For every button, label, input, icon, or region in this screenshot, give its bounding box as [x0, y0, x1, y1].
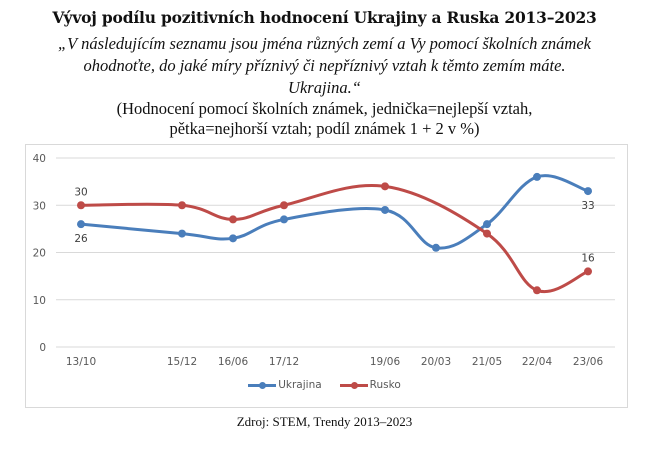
y-tick-label: 10 [33, 295, 46, 307]
x-tick-label: 21/05 [472, 356, 502, 368]
y-tick-label: 30 [33, 200, 46, 212]
data-point-marker[interactable] [280, 201, 288, 210]
legend-label: Rusko [369, 379, 401, 391]
data-point-marker[interactable] [77, 220, 85, 229]
scale-note: (Hodnocení pomocí školních známek, jedni… [0, 99, 649, 139]
data-label: 16 [581, 252, 595, 264]
legend-label: Ukrajina [278, 379, 322, 391]
question-line: Ukrajina.“ [288, 78, 361, 97]
note-line: pětka=nejhorší vztah; podíl známek 1 + 2… [169, 119, 480, 138]
data-point-marker[interactable] [280, 215, 288, 224]
data-point-marker[interactable] [432, 243, 440, 252]
x-tick-label: 22/04 [522, 356, 553, 368]
data-point-marker[interactable] [381, 182, 389, 191]
data-label: 30 [74, 186, 87, 198]
source-note: Zdroj: STEM, Trendy 2013–2023 [236, 414, 413, 429]
y-tick-label: 0 [39, 342, 46, 354]
y-tick-label: 40 [33, 153, 46, 165]
data-point-marker[interactable] [584, 267, 592, 276]
data-point-marker[interactable] [178, 229, 186, 238]
data-label: 33 [581, 200, 594, 212]
data-point-marker[interactable] [229, 215, 237, 224]
chart-title: Vývoj podílu pozitivních hodnocení Ukraj… [52, 8, 597, 27]
y-tick-label: 20 [33, 248, 46, 260]
data-point-marker[interactable] [381, 205, 389, 214]
line-marker-icon [248, 380, 277, 390]
line-marker-icon [339, 380, 368, 390]
data-point-marker[interactable] [584, 187, 592, 196]
series-line-ukrajina [79, 174, 590, 250]
x-tick-label: 15/12 [167, 356, 197, 368]
x-tick-label: 19/06 [370, 356, 401, 368]
data-point-marker[interactable] [483, 229, 491, 238]
question-line: ohodnoťte, do jaké míry příznivý či nepř… [83, 56, 566, 75]
data-point-marker[interactable] [533, 172, 541, 181]
data-point-marker[interactable] [533, 286, 541, 295]
chart-legend: Ukrajina Rusko [0, 379, 649, 391]
data-point-marker[interactable] [178, 201, 186, 210]
question-line: „V následujícím seznamu jsou jména různý… [58, 34, 591, 53]
x-tick-label: 23/06 [573, 356, 604, 368]
data-point-marker[interactable] [483, 220, 491, 229]
x-tick-label: 17/12 [269, 356, 299, 368]
legend-item-rusko[interactable]: Rusko [339, 379, 401, 391]
chart-frame [25, 144, 628, 408]
x-tick-label: 16/06 [218, 356, 249, 368]
data-point-marker[interactable] [229, 234, 237, 243]
series-line-rusko [79, 184, 590, 294]
data-point-marker[interactable] [77, 201, 85, 210]
data-label: 26 [74, 233, 88, 245]
survey-question: „V následujícím seznamu jsou jména různý… [0, 33, 649, 99]
note-line: (Hodnocení pomocí školních známek, jedni… [116, 99, 533, 118]
legend-item-ukrajina[interactable]: Ukrajina [248, 379, 322, 391]
x-tick-label: 20/03 [421, 356, 451, 368]
x-tick-label: 13/10 [66, 356, 96, 368]
